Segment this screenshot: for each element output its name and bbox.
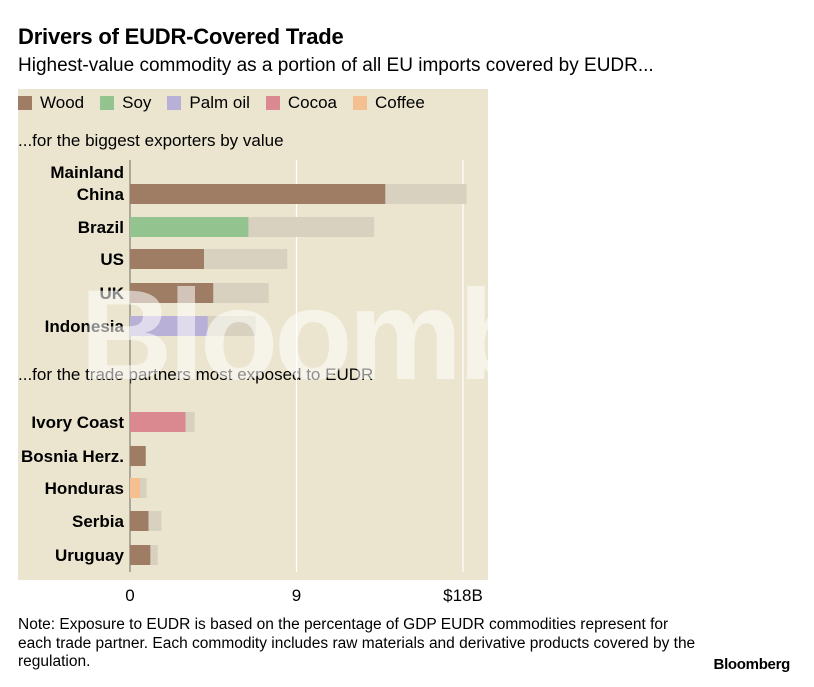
legend-label-soy: Soy [122,93,152,112]
legend-item-cocoa: Cocoa [265,93,338,113]
section-label-top: ...for the biggest exporters by value [18,131,284,150]
legend-swatch-wood [18,96,32,110]
category-label-ivory-coast: Ivory Coast [31,413,124,432]
bar-ivory-coast [130,412,186,432]
legend: Wood Soy Palm oil Cocoa Coffee [18,93,441,113]
bar-serbia [130,511,149,531]
chart-title: Drivers of EUDR-Covered Trade [18,24,344,49]
category-label-brazil: Brazil [78,218,124,237]
category-label-honduras: Honduras [45,479,124,498]
category-label-indonesia: Indonesia [45,317,125,336]
bar-uk [130,283,214,303]
legend-item-wood: Wood [18,93,84,113]
category-label-bosnia-herz: Bosnia Herz. [21,447,124,466]
bar-brazil [130,217,249,237]
category-label-uruguay: Uruguay [55,546,125,565]
bar-mainland-china [130,184,386,204]
category-label-mainland-china-0: Mainland [50,163,124,182]
bar-bosnia-herz [130,446,146,466]
bloomberg-logo: Bloomberg [713,656,791,673]
x-tick-label-1: 9 [292,586,301,605]
legend-label-coffee: Coffee [375,93,425,112]
category-label-mainland-china-1: China [77,185,125,204]
bar-us [130,249,204,269]
category-label-us: US [100,250,124,269]
chart-subtitle: Highest-value commodity as a portion of … [18,55,654,76]
legend-swatch-coffee [353,96,368,110]
x-tick-label-0: 0 [125,586,134,605]
x-tick-label-2: $18B [443,586,483,605]
bar-honduras [130,478,141,498]
section-label-bottom: ...for the trade partners most exposed t… [18,365,374,384]
footnote: Note: Exposure to EUDR is based on the p… [18,616,696,671]
legend-swatch-soy [100,96,115,110]
bar-uruguay [130,545,151,565]
legend-item-palm-oil: Palm oil [167,93,250,113]
bar-indonesia [130,316,208,336]
legend-item-soy: Soy [100,93,151,113]
legend-swatch-cocoa [265,96,280,110]
legend-label-cocoa: Cocoa [287,93,338,112]
legend-item-coffee: Coffee [353,93,425,113]
category-label-serbia: Serbia [72,512,125,531]
legend-label-palm-oil: Palm oil [189,93,250,112]
legend-label-wood: Wood [40,93,85,112]
legend-swatch-palm-oil [167,96,182,110]
category-label-uk: UK [99,284,124,303]
